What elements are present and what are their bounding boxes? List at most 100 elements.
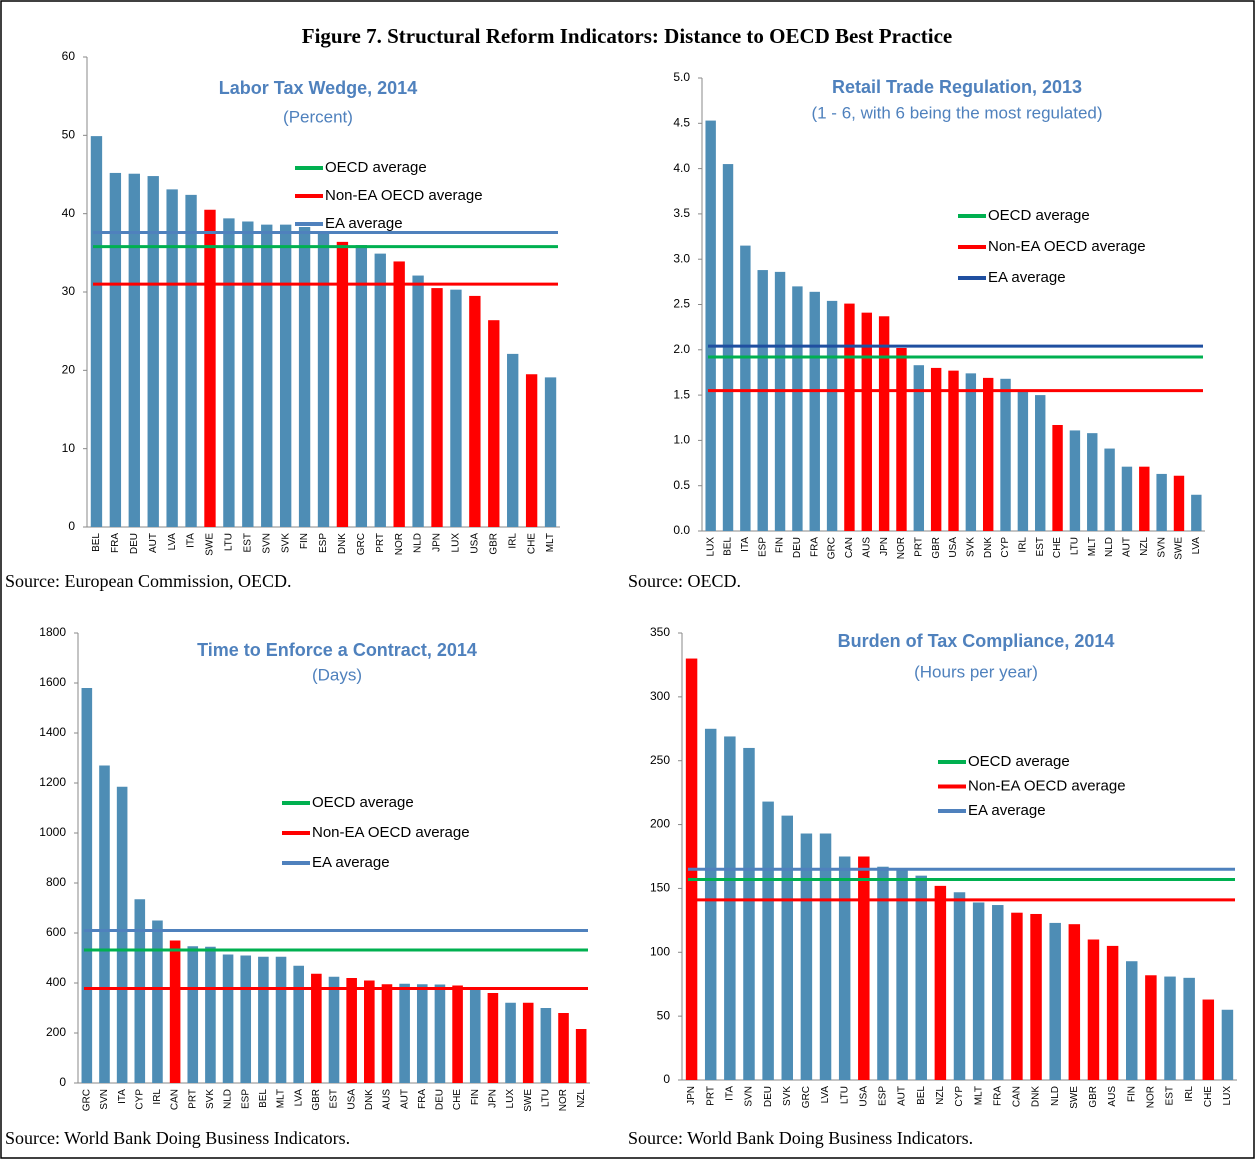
bar xyxy=(896,347,907,531)
x-tick-label: CHE xyxy=(1203,1086,1214,1107)
legend-label: EA average xyxy=(988,269,1066,286)
bar xyxy=(878,316,890,531)
bar xyxy=(90,136,103,527)
y-tick-label: 3.0 xyxy=(673,251,690,265)
x-tick-label: NZL xyxy=(935,1086,946,1105)
x-tick-label: USA xyxy=(346,1089,357,1110)
y-tick-label: 20 xyxy=(62,363,76,377)
x-tick-label: JPN xyxy=(432,533,443,552)
bar xyxy=(1030,913,1042,1080)
bar xyxy=(1104,448,1115,531)
bar xyxy=(279,224,292,527)
bar xyxy=(1000,378,1011,531)
bar xyxy=(416,984,428,1083)
y-tick-label: 1800 xyxy=(39,625,66,639)
x-tick-label: GRC xyxy=(801,1086,812,1108)
bar xyxy=(826,300,838,531)
x-tick-label: DEU xyxy=(435,1089,446,1110)
bar xyxy=(507,353,519,527)
x-tick-label: DEU xyxy=(763,1086,774,1107)
bar xyxy=(948,370,959,531)
x-tick-label: NLD xyxy=(1050,1086,1061,1106)
x-tick-label: CHE xyxy=(1052,537,1063,558)
bar xyxy=(1011,912,1023,1080)
bar xyxy=(166,189,178,527)
x-tick-label: MLT xyxy=(1087,537,1098,556)
bar xyxy=(487,993,499,1083)
y-tick-label: 300 xyxy=(650,689,670,703)
x-tick-label: LTU xyxy=(224,533,235,551)
bar xyxy=(762,801,774,1080)
x-tick-label: ESP xyxy=(757,537,768,557)
source-note: Source: European Commission, OECD. xyxy=(5,571,291,591)
bar xyxy=(336,241,349,527)
y-tick-label: 200 xyxy=(650,817,670,831)
legend-label: OECD average xyxy=(325,159,427,176)
bar xyxy=(505,1002,516,1083)
x-tick-label: NLD xyxy=(413,533,424,553)
bar xyxy=(275,956,287,1083)
x-tick-label: SWE xyxy=(1069,1086,1080,1109)
bar xyxy=(147,176,159,528)
bar xyxy=(393,261,405,527)
x-tick-label: NZL xyxy=(576,1089,587,1108)
x-tick-label: FIN xyxy=(299,533,310,549)
chart-subtitle: (1 - 6, with 6 being the most regulated) xyxy=(811,103,1102,122)
x-tick-label: SVK xyxy=(205,1089,216,1109)
y-tick-label: 5.0 xyxy=(673,70,690,84)
x-tick-label: AUS xyxy=(382,1089,393,1110)
x-tick-label: DNK xyxy=(1031,1086,1042,1107)
y-tick-label: 2.5 xyxy=(673,297,690,311)
bar xyxy=(1191,494,1202,531)
bar xyxy=(317,233,330,527)
x-tick-label: PRT xyxy=(187,1089,198,1109)
x-tick-label: ITA xyxy=(724,1086,735,1101)
bar xyxy=(1068,924,1081,1080)
x-tick-label: FRA xyxy=(992,1086,1003,1106)
x-tick-label: AUT xyxy=(399,1089,410,1109)
y-tick-label: 0 xyxy=(68,519,75,533)
x-tick-label: IRL xyxy=(152,1089,163,1105)
y-tick-label: 200 xyxy=(46,1025,66,1039)
x-tick-label: SVK xyxy=(782,1086,793,1106)
x-tick-label: NZL xyxy=(1139,537,1150,556)
bar xyxy=(1069,430,1081,531)
y-tick-label: 600 xyxy=(46,925,66,939)
x-tick-label: ITA xyxy=(186,533,197,548)
bar xyxy=(1035,395,1046,531)
chart-title: Burden of Tax Compliance, 2014 xyxy=(838,631,1115,651)
x-tick-label: LVA xyxy=(1191,537,1202,555)
bar xyxy=(781,815,793,1080)
bar xyxy=(558,1013,569,1083)
bar xyxy=(431,288,443,527)
bar xyxy=(381,984,393,1083)
bar xyxy=(1145,975,1157,1080)
y-tick-label: 40 xyxy=(62,206,76,220)
x-tick-label: NOR xyxy=(394,533,405,555)
bar xyxy=(774,271,786,531)
x-tick-label: JPN xyxy=(686,1086,697,1105)
x-tick-label: LVA xyxy=(820,1086,831,1104)
bar xyxy=(205,946,216,1083)
x-tick-label: ESP xyxy=(240,1089,251,1109)
bar xyxy=(540,1008,552,1083)
x-tick-label: GRC xyxy=(827,537,838,559)
x-tick-label: IRL xyxy=(507,533,518,549)
bar xyxy=(965,373,977,531)
y-tick-label: 0 xyxy=(59,1075,66,1089)
chart-title: Retail Trade Regulation, 2013 xyxy=(832,77,1082,97)
bar xyxy=(109,172,122,527)
bar xyxy=(187,946,199,1083)
bar xyxy=(469,295,481,527)
x-tick-label: SVN xyxy=(99,1089,110,1110)
x-tick-label: BEL xyxy=(723,537,734,556)
x-tick-label: CAN xyxy=(1012,1086,1023,1107)
x-tick-label: SWE xyxy=(205,533,216,556)
y-tick-label: 1600 xyxy=(39,675,66,689)
x-tick-label: SVK xyxy=(965,537,976,557)
x-tick-label: DEU xyxy=(792,537,803,558)
x-tick-label: LTU xyxy=(1070,537,1081,555)
legend-label: Non-EA OECD average xyxy=(325,187,483,204)
legend-label: EA average xyxy=(325,215,403,232)
bar xyxy=(1106,945,1119,1080)
